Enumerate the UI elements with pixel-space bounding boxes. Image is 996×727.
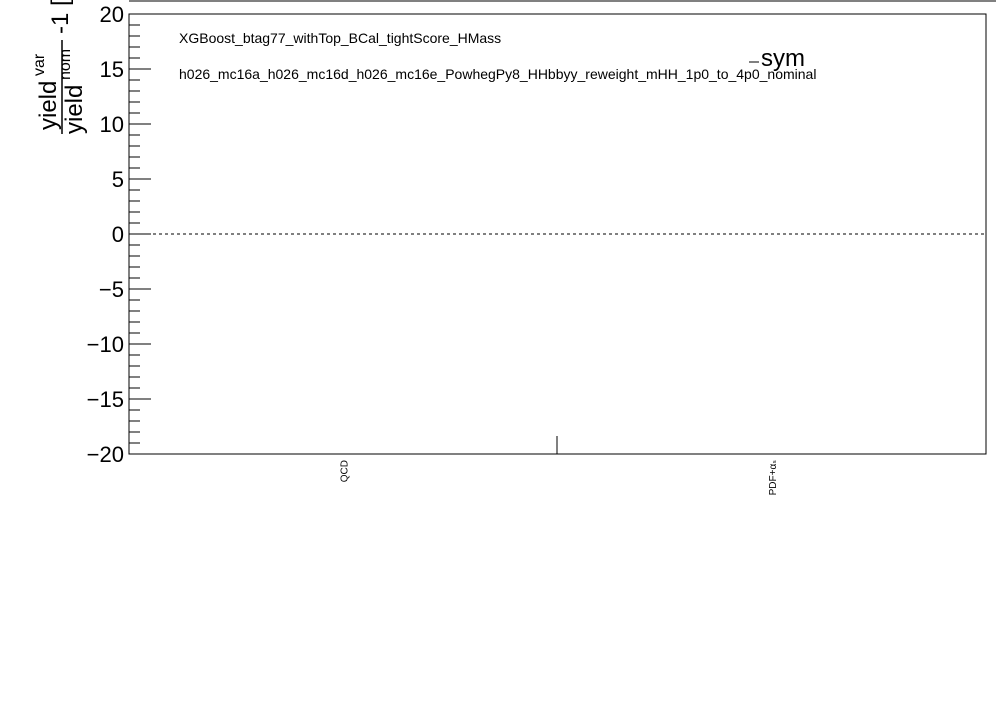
y-tick-label: 0: [112, 222, 124, 247]
y-axis-label: yield var yield nom -1 [%]: [31, 0, 88, 134]
y-tick-label: −20: [87, 442, 124, 467]
y-label-numerator: yield: [35, 81, 62, 130]
y-label-denominator: yield: [61, 85, 88, 134]
y-tick-label: −15: [87, 387, 124, 412]
x-tick-label: PDF+αₛ: [768, 460, 779, 496]
y-label-numerator-sup: var: [31, 53, 48, 76]
annotation: XGBoost_btag77_withTop_BCal_tightScore_H…: [179, 30, 501, 46]
y-tick-label: −5: [99, 277, 124, 302]
y-tick-label: −10: [87, 332, 124, 357]
legend-label: sym: [761, 45, 805, 72]
y-label-suffix: -1 [%]: [47, 0, 74, 34]
annotation: h026_mc16a_h026_mc16d_h026_mc16e_PowhegP…: [179, 66, 816, 82]
y-label-denominator-sup: nom: [57, 49, 74, 80]
y-tick-label: 15: [100, 57, 124, 82]
y-tick-label: 5: [112, 167, 124, 192]
y-tick-label: 20: [100, 2, 124, 27]
y-tick-label: 10: [100, 112, 124, 137]
x-tick-label: QCD: [339, 460, 350, 482]
